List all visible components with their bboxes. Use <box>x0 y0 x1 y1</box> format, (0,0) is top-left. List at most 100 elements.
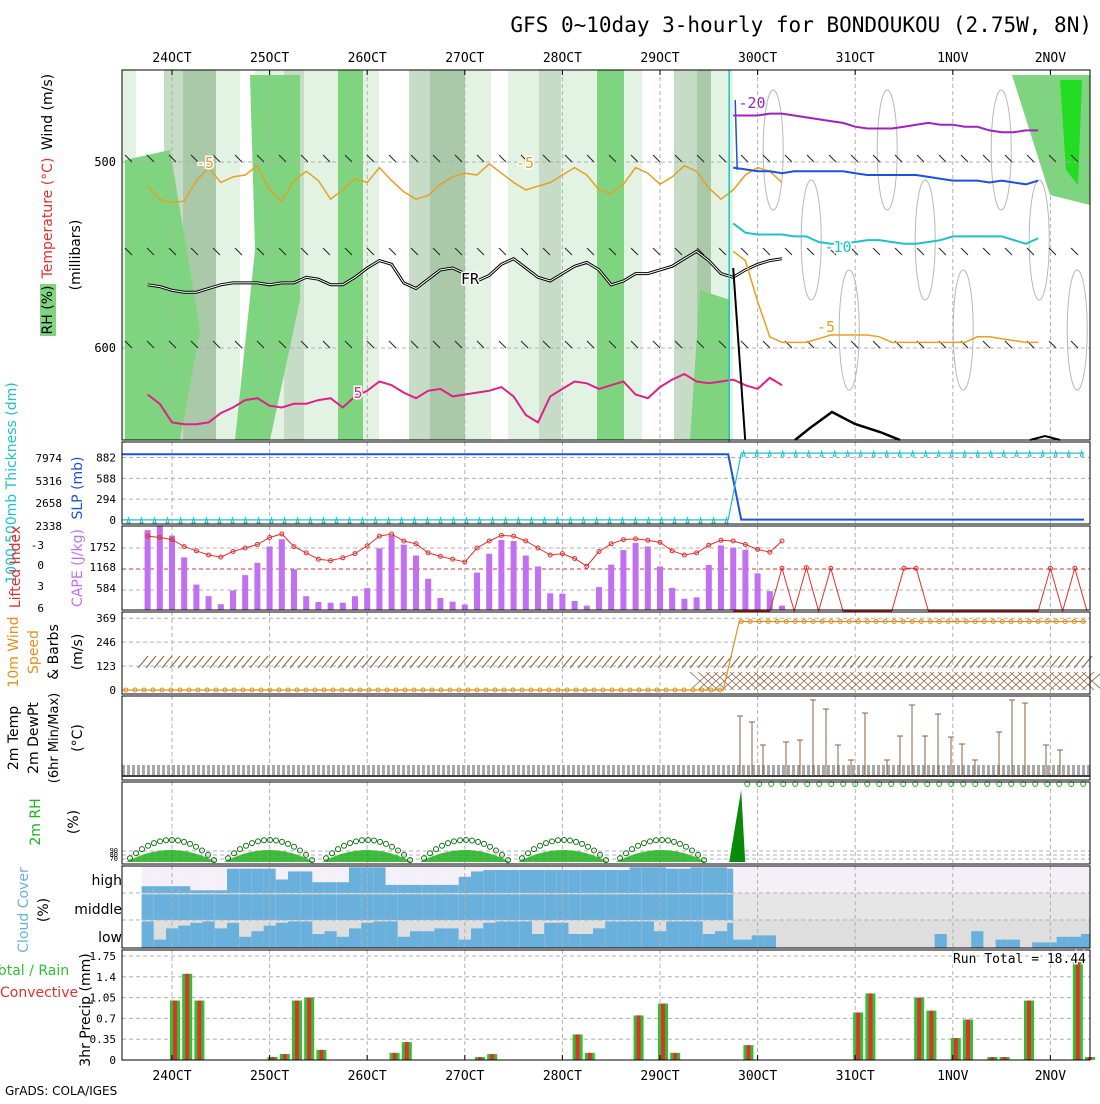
wind-speed-marker <box>609 687 615 693</box>
cloud-layer-amount <box>507 921 520 948</box>
thickness-marker <box>282 516 287 524</box>
thickness-marker <box>477 516 482 524</box>
wind-speed-marker <box>981 619 987 625</box>
cape-bar <box>608 564 615 610</box>
ylabel-temp-d: (°C) <box>70 724 86 752</box>
wind-barb <box>652 154 661 163</box>
wind-barb <box>841 655 853 669</box>
wind-barb <box>1009 655 1021 669</box>
temp-dense-mark <box>1077 765 1080 775</box>
cloud-layer-amount <box>580 870 593 893</box>
cloud-layer-amount <box>568 934 581 948</box>
cape-tick-label: 1752 <box>90 541 117 554</box>
thickness-marker <box>724 516 729 524</box>
wind-barb <box>457 655 469 669</box>
wind-speed-marker <box>690 687 696 693</box>
temp-dense-mark <box>782 765 785 775</box>
wind-speed-marker <box>141 687 147 693</box>
wind-speed-marker <box>846 619 852 625</box>
slp-frame <box>121 441 1091 525</box>
wind-barb <box>505 655 517 669</box>
wind-barb <box>542 340 551 349</box>
cloud-layer-amount <box>385 921 398 948</box>
cloud-layer-amount <box>141 921 154 948</box>
wind-barb <box>960 247 969 256</box>
temp-dense-mark <box>592 765 595 775</box>
cape-bar <box>766 591 773 610</box>
wind-tick-label: 123 <box>96 660 116 673</box>
wind-speed-marker <box>891 619 897 625</box>
wind-speed-marker <box>663 687 669 693</box>
rh2m-marker <box>187 840 193 847</box>
wind-barb <box>168 154 177 163</box>
wind-barb <box>953 655 965 669</box>
cloud-layer-amount <box>507 870 520 893</box>
cape-bar <box>327 602 334 610</box>
wind-speed-marker <box>177 687 183 693</box>
wind-barb <box>761 671 783 691</box>
cape-bar <box>583 605 590 610</box>
wind-speed-marker <box>672 687 678 693</box>
rh2m-marker <box>671 838 677 845</box>
wind-barb <box>828 340 837 349</box>
li-marker <box>657 539 663 545</box>
rh2m-marker <box>193 843 199 850</box>
ylabel-rh2m: 2m RH <box>28 798 44 845</box>
rh2m-marker <box>603 857 609 864</box>
rh2m-daily-hump <box>420 850 510 862</box>
temp-dense-mark <box>612 765 615 775</box>
wind-speed-marker <box>747 619 753 625</box>
cape-bar <box>486 553 493 610</box>
wind-barb <box>649 655 661 669</box>
cape-bar <box>596 587 602 610</box>
wind-speed-marker <box>636 687 642 693</box>
wind-speed-marker <box>429 687 435 693</box>
contour-label: -5 <box>516 154 534 172</box>
thickness-marker <box>529 516 534 524</box>
temp-dense-mark <box>952 765 955 775</box>
thickness-marker <box>754 449 759 457</box>
temp-dense-mark <box>447 765 450 775</box>
wind-speed-marker <box>132 687 138 693</box>
wind-barb <box>553 655 565 669</box>
temp-dense-mark <box>127 765 130 775</box>
temp-dense-mark <box>502 765 505 775</box>
cloud-layer-amount <box>678 868 691 893</box>
wind-barb <box>1009 671 1031 691</box>
temp-dense-mark <box>412 765 415 775</box>
temp-dense-mark <box>422 765 425 775</box>
temp-dense-mark <box>237 765 240 775</box>
li-marker <box>1047 565 1053 571</box>
temp-dense-mark <box>462 765 465 775</box>
temp-dense-mark <box>777 765 780 775</box>
wind-barb <box>366 340 375 349</box>
temp-dense-mark <box>957 765 960 775</box>
cloud-layer-amount <box>141 894 154 920</box>
freezing-level-post <box>1029 434 1061 441</box>
cloud-layer-amount <box>312 934 325 948</box>
wind-speed-marker <box>528 687 534 693</box>
wind-barb <box>153 655 165 669</box>
temp-dense-mark <box>287 765 290 775</box>
cape-bar <box>681 598 688 610</box>
rh2m-marker <box>377 838 383 845</box>
cloud-layer-amount <box>153 894 166 920</box>
wind-speed-marker <box>249 687 255 693</box>
wind-speed-marker <box>900 619 906 625</box>
slp-tick-label: 0 <box>109 514 116 527</box>
cloud-low-post-amount <box>751 935 764 948</box>
cloud-layer-amount <box>593 928 606 948</box>
thickness-marker <box>949 449 954 457</box>
bottom-axis-date: 2NOV <box>1035 1069 1066 1084</box>
wind-speed-marker <box>945 619 951 625</box>
wind-barb <box>817 655 829 669</box>
wind-tick-label: 0 <box>109 684 116 697</box>
cloud-layer-amount <box>641 894 654 920</box>
cloud-layer-amount <box>495 870 508 893</box>
li-marker <box>559 551 565 557</box>
isotherm-minus20-post <box>733 112 1039 134</box>
ylabel-temp-c: (6hr Min/Max) <box>47 693 62 783</box>
temp-dense-mark <box>152 765 155 775</box>
cloud-layer-amount <box>471 928 484 948</box>
